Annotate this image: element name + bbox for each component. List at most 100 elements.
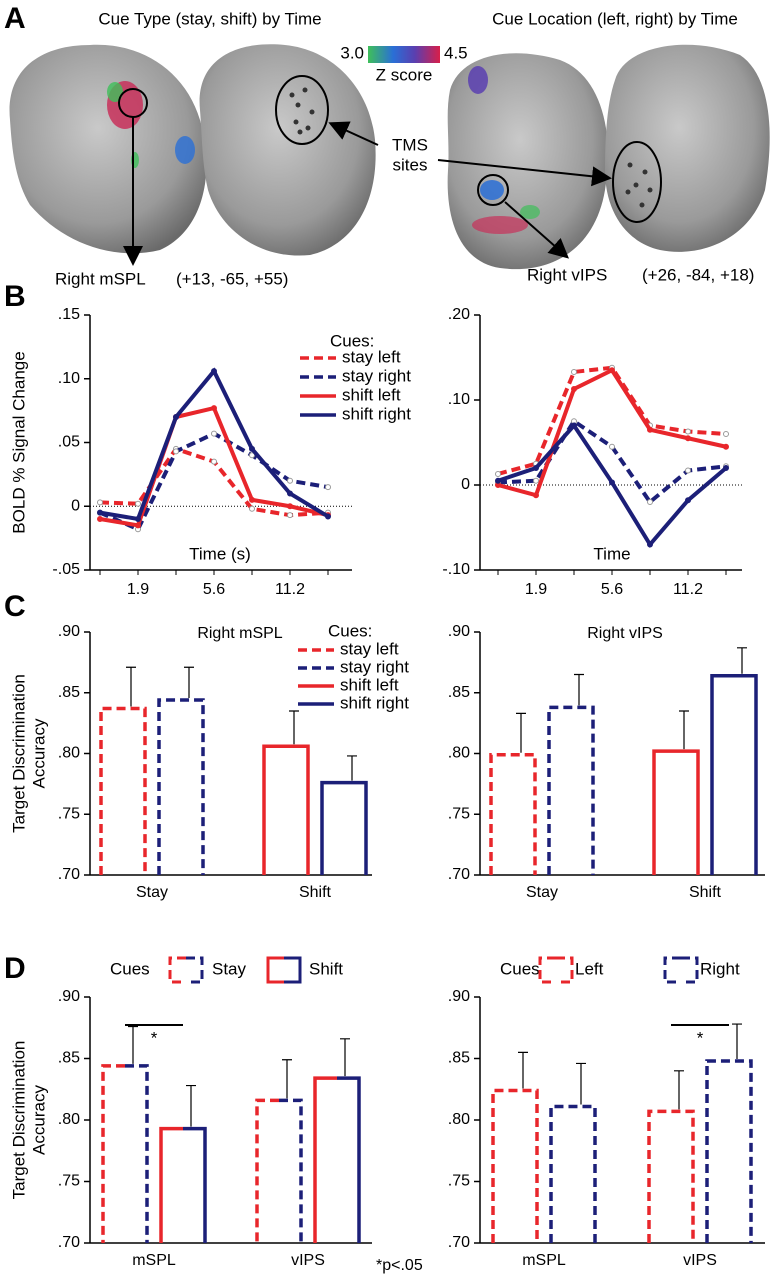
point [723, 443, 729, 450]
point [97, 516, 103, 522]
point [609, 443, 615, 450]
point [249, 445, 255, 452]
bar [549, 1104, 597, 1243]
legend-label: shift left [342, 385, 401, 404]
y-tick-label: 0 [461, 476, 470, 493]
bar-outline [549, 1104, 597, 1243]
arrow [437, 159, 612, 187]
bar-outline [547, 705, 595, 875]
y-tick-label: .80 [448, 745, 470, 762]
y-tick-label: .90 [448, 988, 470, 1005]
point [495, 470, 501, 477]
point [647, 541, 653, 548]
error-bar [732, 1023, 742, 1059]
x-axis-label: Time (s) [189, 544, 251, 563]
x-tick-label: Stay [136, 884, 168, 901]
activation [468, 66, 488, 94]
bar [489, 752, 537, 875]
y-tick-label: .15 [58, 306, 80, 323]
bar [710, 673, 758, 875]
legend-label: stay right [340, 657, 409, 676]
y-tick-label: .90 [58, 988, 80, 1005]
region-coords: (+26, -84, +18) [642, 265, 754, 284]
error-bar [289, 710, 299, 745]
bar-outline [320, 780, 368, 875]
legend-label: shift right [342, 404, 411, 423]
y-tick-label: .70 [58, 1234, 80, 1251]
bar-outline [159, 1126, 183, 1243]
point [135, 516, 141, 522]
point [287, 477, 293, 484]
bar [491, 1088, 539, 1243]
point [647, 499, 653, 505]
point [97, 499, 103, 506]
bar-outline [183, 1126, 207, 1243]
chart-title: Right vIPS [587, 625, 663, 642]
bar [547, 705, 595, 875]
y-tick-label: -.05 [52, 561, 80, 578]
series-line [497, 365, 727, 476]
point [685, 497, 691, 504]
legend-swatch [538, 956, 556, 984]
x-tick-label: 5.6 [203, 581, 225, 598]
bar-outline [647, 1109, 695, 1243]
y-tick-label: .70 [448, 866, 470, 883]
panel-label: D [4, 952, 26, 985]
region-label: Right vIPS [527, 265, 607, 284]
roi-circle [477, 174, 509, 206]
bar-outline [125, 1064, 149, 1243]
point [287, 512, 293, 519]
arrow [504, 201, 569, 259]
bar-outline [705, 1059, 753, 1243]
point [135, 522, 141, 529]
point [647, 426, 653, 433]
bar-outline [710, 673, 758, 875]
bar-outline [255, 1098, 279, 1243]
series-line [99, 405, 329, 528]
x-tick-label: 1.9 [127, 581, 149, 598]
error-bar [282, 1059, 292, 1099]
point [211, 368, 217, 375]
roi-circle [612, 141, 662, 223]
y-tick-label: .75 [448, 805, 470, 822]
legend-swatch [556, 956, 574, 984]
bar [262, 744, 310, 875]
activation [472, 216, 528, 234]
y-tick-label: .85 [448, 684, 470, 701]
bar-outline [652, 749, 700, 875]
legend-title: Cues [110, 959, 150, 978]
y-tick-label: .85 [58, 1050, 80, 1067]
series-line [99, 431, 329, 532]
point [495, 477, 501, 484]
y-tick-label: .90 [448, 623, 470, 640]
point [571, 422, 577, 429]
y-axis-label: Accuracy [29, 1085, 48, 1155]
y-tick-label: .80 [448, 1111, 470, 1128]
legend-swatch [186, 956, 204, 984]
region-label: Right mSPL [55, 269, 146, 288]
arrow [328, 121, 379, 146]
activation [480, 180, 504, 200]
point [325, 513, 331, 520]
x-tick-label: mSPL [522, 1252, 566, 1269]
bar [647, 1109, 695, 1243]
legend-label: stay right [342, 366, 411, 385]
point [685, 428, 691, 435]
region-coords: (+13, -65, +55) [176, 269, 288, 288]
y-tick-label: .90 [58, 623, 80, 640]
footnote: *p<.05 [376, 1257, 423, 1274]
panel-title: Cue Type (stay, shift) by Time [98, 9, 321, 28]
bar [313, 1076, 361, 1243]
legend-label: stay left [340, 639, 399, 658]
bar [320, 780, 368, 875]
x-tick-label: vIPS [683, 1252, 717, 1269]
x-tick-label: Stay [526, 884, 558, 901]
legend-label: shift left [340, 675, 399, 694]
bar [255, 1098, 303, 1243]
y-tick-label: .70 [58, 866, 80, 883]
legend-swatch [681, 956, 699, 984]
error-bar [186, 1084, 196, 1127]
legend-label: stay left [342, 347, 401, 366]
brain [199, 44, 376, 256]
